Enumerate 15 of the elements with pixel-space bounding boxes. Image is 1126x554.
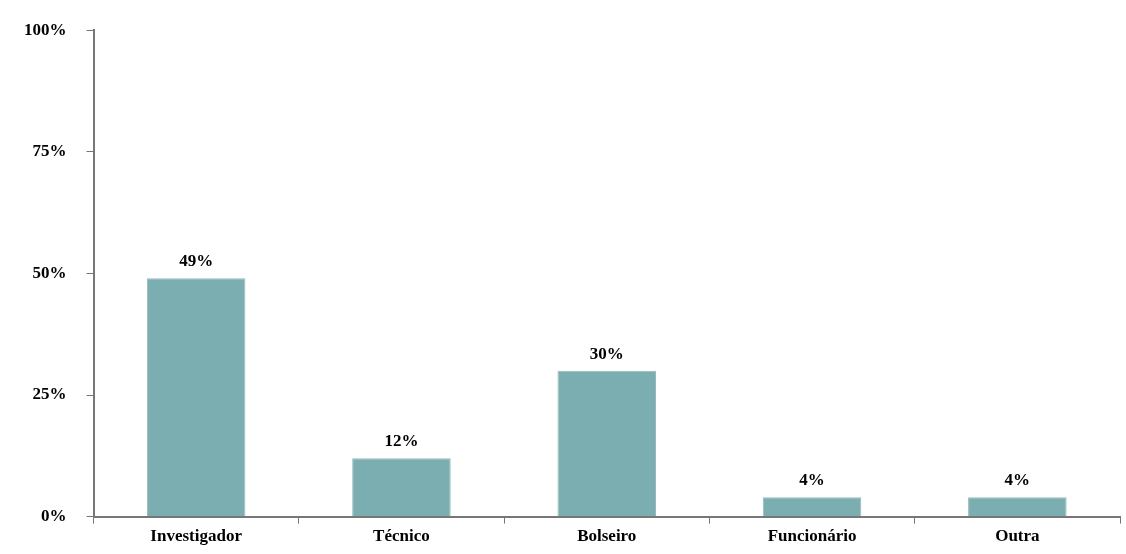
x-tick-label: Técnico (373, 526, 430, 546)
x-tick-label: Outra (995, 526, 1041, 546)
x-tick-label: Bolseiro (577, 526, 637, 546)
data-label: 30% (589, 343, 624, 363)
data-label: 12% (384, 431, 419, 451)
y-tick-label: 75% (32, 141, 67, 161)
x-tick-label: Funcionário (767, 526, 857, 546)
data-label: 49% (179, 251, 214, 271)
data-label: 4% (799, 470, 825, 490)
data-label: 4% (1004, 470, 1031, 490)
y-tick-label: 25% (32, 384, 67, 404)
y-tick-label: 100% (24, 19, 67, 39)
y-tick-label: 50% (32, 262, 67, 282)
y-tick-label: 0% (41, 505, 67, 525)
x-tick-label: Investigador (150, 526, 243, 546)
